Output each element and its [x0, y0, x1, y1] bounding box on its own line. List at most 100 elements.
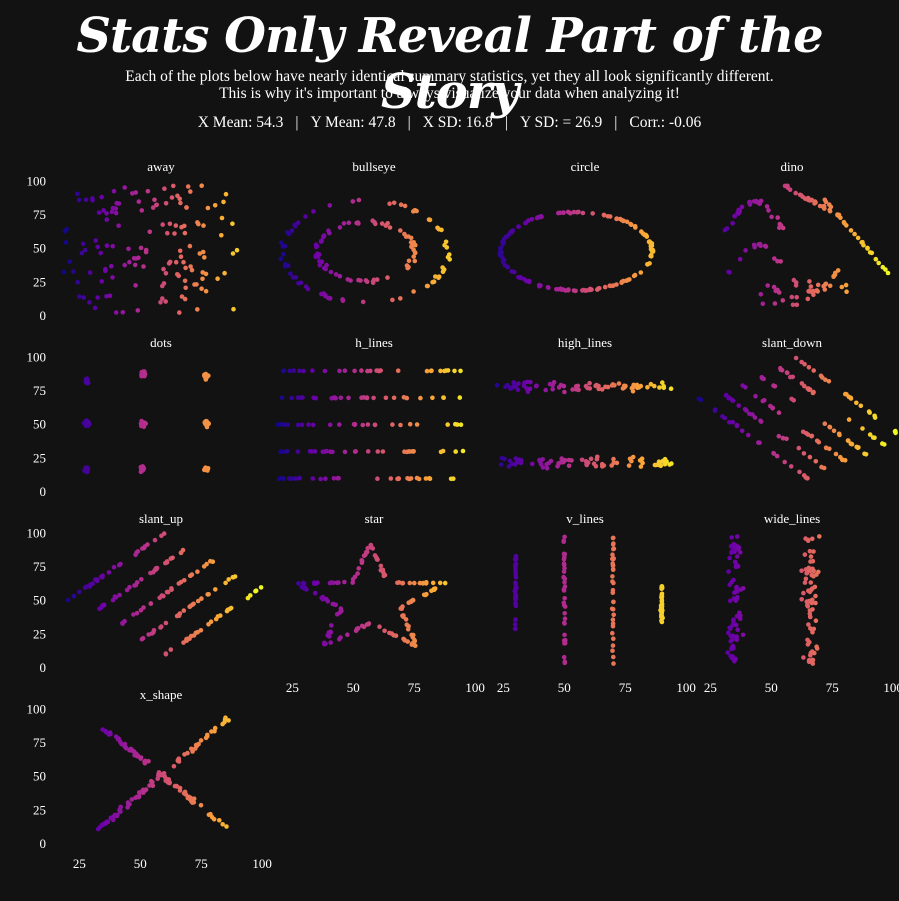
data-point — [104, 243, 110, 248]
data-point — [758, 292, 764, 297]
data-point — [599, 387, 605, 392]
data-point — [101, 208, 106, 213]
data-point — [398, 228, 403, 233]
data-point — [231, 306, 236, 312]
data-point — [323, 266, 329, 272]
data-point — [402, 637, 407, 642]
data-point — [848, 395, 853, 401]
data-point — [513, 600, 518, 606]
data-point — [660, 380, 665, 385]
data-point — [124, 587, 130, 593]
data-point — [773, 288, 778, 294]
data-point — [172, 231, 177, 236]
data-point — [611, 546, 617, 552]
data-point — [839, 284, 845, 290]
data-point — [570, 387, 575, 392]
y-tick-label: 25 — [33, 802, 46, 817]
facet-label: wide_lines — [764, 511, 820, 526]
data-point — [802, 580, 808, 585]
data-point — [161, 531, 167, 536]
data-point — [286, 231, 292, 237]
x-tick-label: 100 — [465, 680, 485, 695]
x-tick-label: 50 — [558, 680, 571, 695]
data-point — [659, 609, 665, 615]
data-point — [437, 580, 443, 586]
data-point — [648, 246, 654, 252]
data-point — [648, 253, 653, 259]
data-point — [625, 277, 631, 283]
data-point — [766, 208, 771, 213]
data-point — [205, 732, 210, 738]
data-point — [411, 247, 416, 252]
data-point — [754, 200, 760, 205]
data-point — [810, 536, 815, 542]
data-point — [652, 462, 658, 468]
data-point — [530, 461, 535, 467]
data-point — [776, 433, 782, 439]
data-point — [195, 629, 200, 635]
data-point — [385, 275, 390, 280]
data-point — [230, 575, 236, 580]
data-point — [289, 476, 294, 482]
facet-label: dino — [780, 159, 803, 174]
data-point — [383, 395, 389, 401]
data-point — [616, 381, 622, 386]
facet-label: h_lines — [355, 335, 393, 350]
data-point — [807, 548, 813, 554]
y-tick-label: 100 — [27, 525, 47, 540]
data-point — [76, 197, 82, 203]
y-tick-label: 50 — [33, 593, 46, 608]
data-point — [133, 283, 138, 288]
data-point — [892, 429, 898, 434]
data-point — [109, 263, 114, 269]
data-point — [424, 368, 430, 374]
data-point — [810, 607, 815, 612]
y-tick-label: 0 — [40, 660, 47, 675]
data-point — [169, 195, 175, 200]
data-point — [162, 774, 168, 779]
data-point — [510, 228, 516, 233]
data-point — [93, 238, 98, 243]
y-tick-label: 50 — [33, 241, 46, 256]
chart-title: Stats Only Reveal Part of the Story — [76, 8, 823, 120]
data-point — [733, 564, 739, 570]
data-point — [234, 247, 240, 253]
data-point — [120, 621, 125, 626]
data-point — [558, 382, 564, 388]
data-point — [740, 383, 745, 388]
data-point — [514, 459, 520, 465]
data-point — [377, 624, 382, 629]
data-point — [448, 476, 454, 482]
data-point — [610, 567, 616, 573]
data-point — [720, 414, 725, 419]
data-point — [226, 577, 231, 582]
data-point — [809, 586, 815, 591]
data-point — [337, 636, 342, 642]
data-point — [417, 580, 423, 586]
data-point — [771, 284, 777, 290]
data-point — [747, 202, 753, 207]
data-point — [380, 449, 386, 454]
data-point — [858, 403, 864, 409]
data-point — [797, 192, 803, 198]
data-point — [104, 819, 109, 825]
data-point — [292, 222, 297, 228]
data-point — [561, 551, 567, 557]
data-point — [289, 228, 295, 233]
data-point — [131, 255, 137, 261]
data-point — [809, 659, 814, 665]
data-point — [390, 297, 395, 303]
data-point — [513, 626, 518, 631]
data-point — [656, 461, 662, 466]
data-point — [282, 243, 288, 249]
data-point — [610, 574, 615, 579]
data-point — [698, 397, 704, 403]
data-point — [359, 560, 365, 566]
data-point — [630, 454, 636, 460]
data-point — [837, 432, 842, 438]
data-point — [403, 617, 409, 622]
data-point — [547, 381, 553, 387]
data-point — [258, 585, 264, 590]
data-point — [295, 395, 301, 400]
data-point — [328, 629, 333, 635]
